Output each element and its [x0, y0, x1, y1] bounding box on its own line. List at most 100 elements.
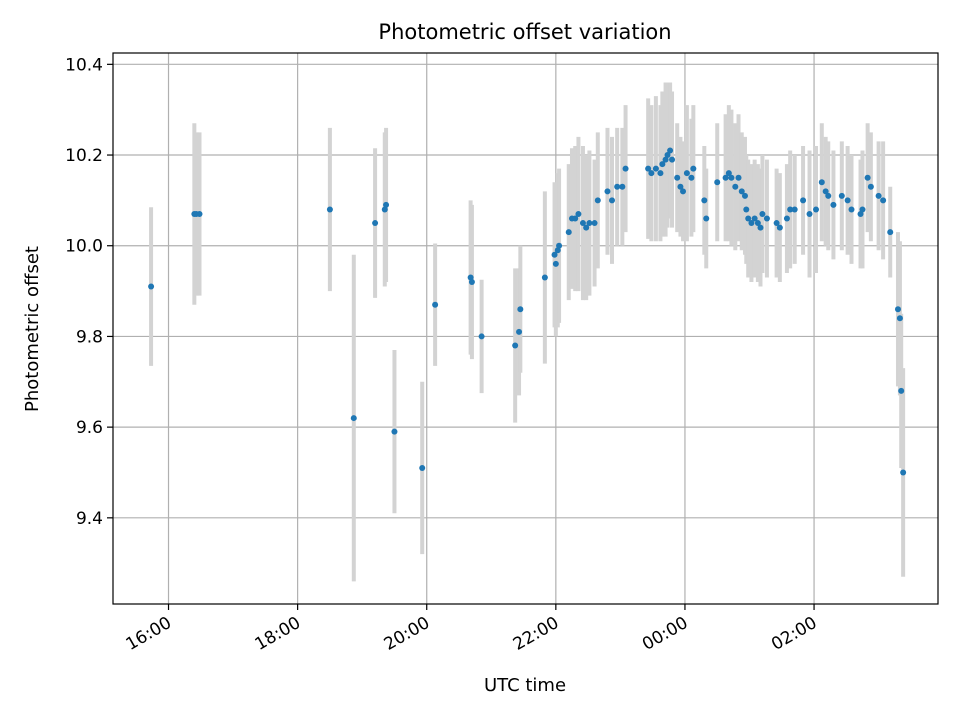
data-point — [880, 197, 887, 204]
data-point — [787, 206, 794, 213]
data-point — [722, 174, 729, 181]
data-point — [751, 215, 758, 222]
data-point — [516, 328, 523, 335]
data-point — [350, 415, 357, 422]
data-point — [757, 224, 764, 231]
chart-title: Photometric offset variation — [378, 20, 671, 44]
y-tick-label: 10.2 — [65, 146, 103, 166]
data-point — [468, 279, 475, 286]
data-point — [776, 224, 783, 231]
data-point — [830, 201, 837, 208]
data-point — [591, 220, 598, 227]
data-point — [763, 215, 770, 222]
data-point — [683, 170, 690, 177]
data-point — [900, 469, 907, 476]
data-point — [688, 174, 695, 181]
data-point — [838, 192, 845, 199]
grid — [113, 53, 938, 604]
data-points — [148, 147, 907, 476]
data-point — [818, 179, 825, 186]
data-point — [701, 197, 708, 204]
y-tick-label: 10.0 — [65, 237, 103, 257]
data-point — [674, 174, 681, 181]
data-point — [859, 206, 866, 213]
data-point — [196, 210, 203, 217]
data-point — [754, 220, 761, 227]
data-point — [383, 201, 390, 208]
data-point — [887, 229, 894, 236]
data-point — [652, 165, 659, 172]
data-point — [867, 183, 874, 190]
data-point — [848, 206, 855, 213]
data-point — [594, 197, 601, 204]
data-point — [745, 215, 752, 222]
data-point — [478, 333, 485, 340]
data-point — [659, 161, 666, 168]
data-point — [552, 260, 559, 267]
data-point — [541, 274, 548, 281]
data-point — [572, 215, 579, 222]
data-point — [735, 174, 742, 181]
data-point — [680, 188, 687, 195]
data-point — [728, 174, 735, 181]
data-point — [579, 220, 586, 227]
data-point — [517, 306, 524, 313]
data-point — [857, 210, 864, 217]
data-point — [609, 197, 616, 204]
y-axis-title: Photometric offset — [22, 246, 43, 412]
axes-frame — [112, 52, 939, 605]
data-point — [619, 183, 626, 190]
y-tick-label: 9.4 — [76, 509, 103, 529]
y-tick-label: 9.6 — [76, 418, 103, 438]
data-point — [648, 170, 655, 177]
x-axis-title: UTC time — [484, 675, 566, 696]
data-point — [800, 197, 807, 204]
data-point — [703, 215, 710, 222]
data-point — [662, 156, 669, 163]
data-point — [759, 210, 766, 217]
data-point — [664, 152, 671, 159]
data-point — [512, 342, 519, 349]
data-point — [875, 192, 882, 199]
data-point — [743, 206, 750, 213]
data-point — [894, 306, 901, 313]
data-point — [898, 387, 905, 394]
data-point — [738, 188, 745, 195]
data-point — [551, 251, 558, 258]
data-point — [806, 210, 813, 217]
data-point — [732, 183, 739, 190]
data-point — [783, 215, 790, 222]
data-point — [825, 192, 832, 199]
data-point — [419, 464, 426, 471]
data-point — [565, 229, 572, 236]
data-point — [844, 197, 851, 204]
data-point — [556, 242, 563, 249]
data-point — [583, 224, 590, 231]
y-tick-label: 9.8 — [76, 327, 103, 347]
y-axis-ticks: 9.4 9.6 9.8 10.0 10.2 10.4 — [65, 55, 113, 529]
data-point — [645, 165, 652, 172]
data-point — [148, 283, 155, 290]
data-point — [467, 274, 474, 281]
data-point — [391, 428, 398, 435]
data-point — [812, 206, 819, 213]
data-point — [657, 170, 664, 177]
data-point — [822, 188, 829, 195]
data-point — [773, 220, 780, 227]
data-point — [741, 192, 748, 199]
data-point — [669, 156, 676, 163]
y-tick-label: 10.4 — [65, 55, 103, 75]
data-point — [714, 179, 721, 186]
data-point — [690, 165, 697, 172]
data-point — [381, 206, 388, 213]
data-point — [372, 220, 379, 227]
data-point — [554, 247, 561, 254]
data-point — [575, 210, 582, 217]
data-point — [326, 206, 333, 213]
data-point — [791, 206, 798, 213]
data-point — [896, 315, 903, 322]
data-point — [864, 174, 871, 181]
data-point — [614, 183, 621, 190]
